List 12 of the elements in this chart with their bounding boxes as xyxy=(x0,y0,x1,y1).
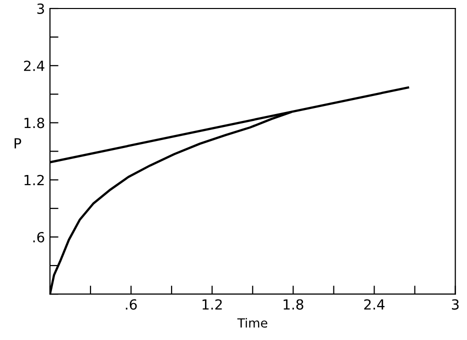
y-tick-label: 1.2 xyxy=(24,174,44,186)
y-tick-label: .6 xyxy=(33,232,44,242)
y-axis-title: P xyxy=(14,138,22,148)
x-tick-label: 1.2 xyxy=(202,299,222,310)
x-tick-label: 3 xyxy=(452,299,459,310)
x-tick-label: 2.4 xyxy=(364,299,385,310)
y-tick-label: 1.8 xyxy=(24,118,44,128)
y-tick-label: 2.4 xyxy=(24,60,44,71)
x-tick-label: 1.8 xyxy=(284,299,304,310)
x-tick-label: .6 xyxy=(126,299,137,310)
x-axis-title: Time xyxy=(237,318,268,328)
y-tick-label: 3 xyxy=(37,3,44,14)
